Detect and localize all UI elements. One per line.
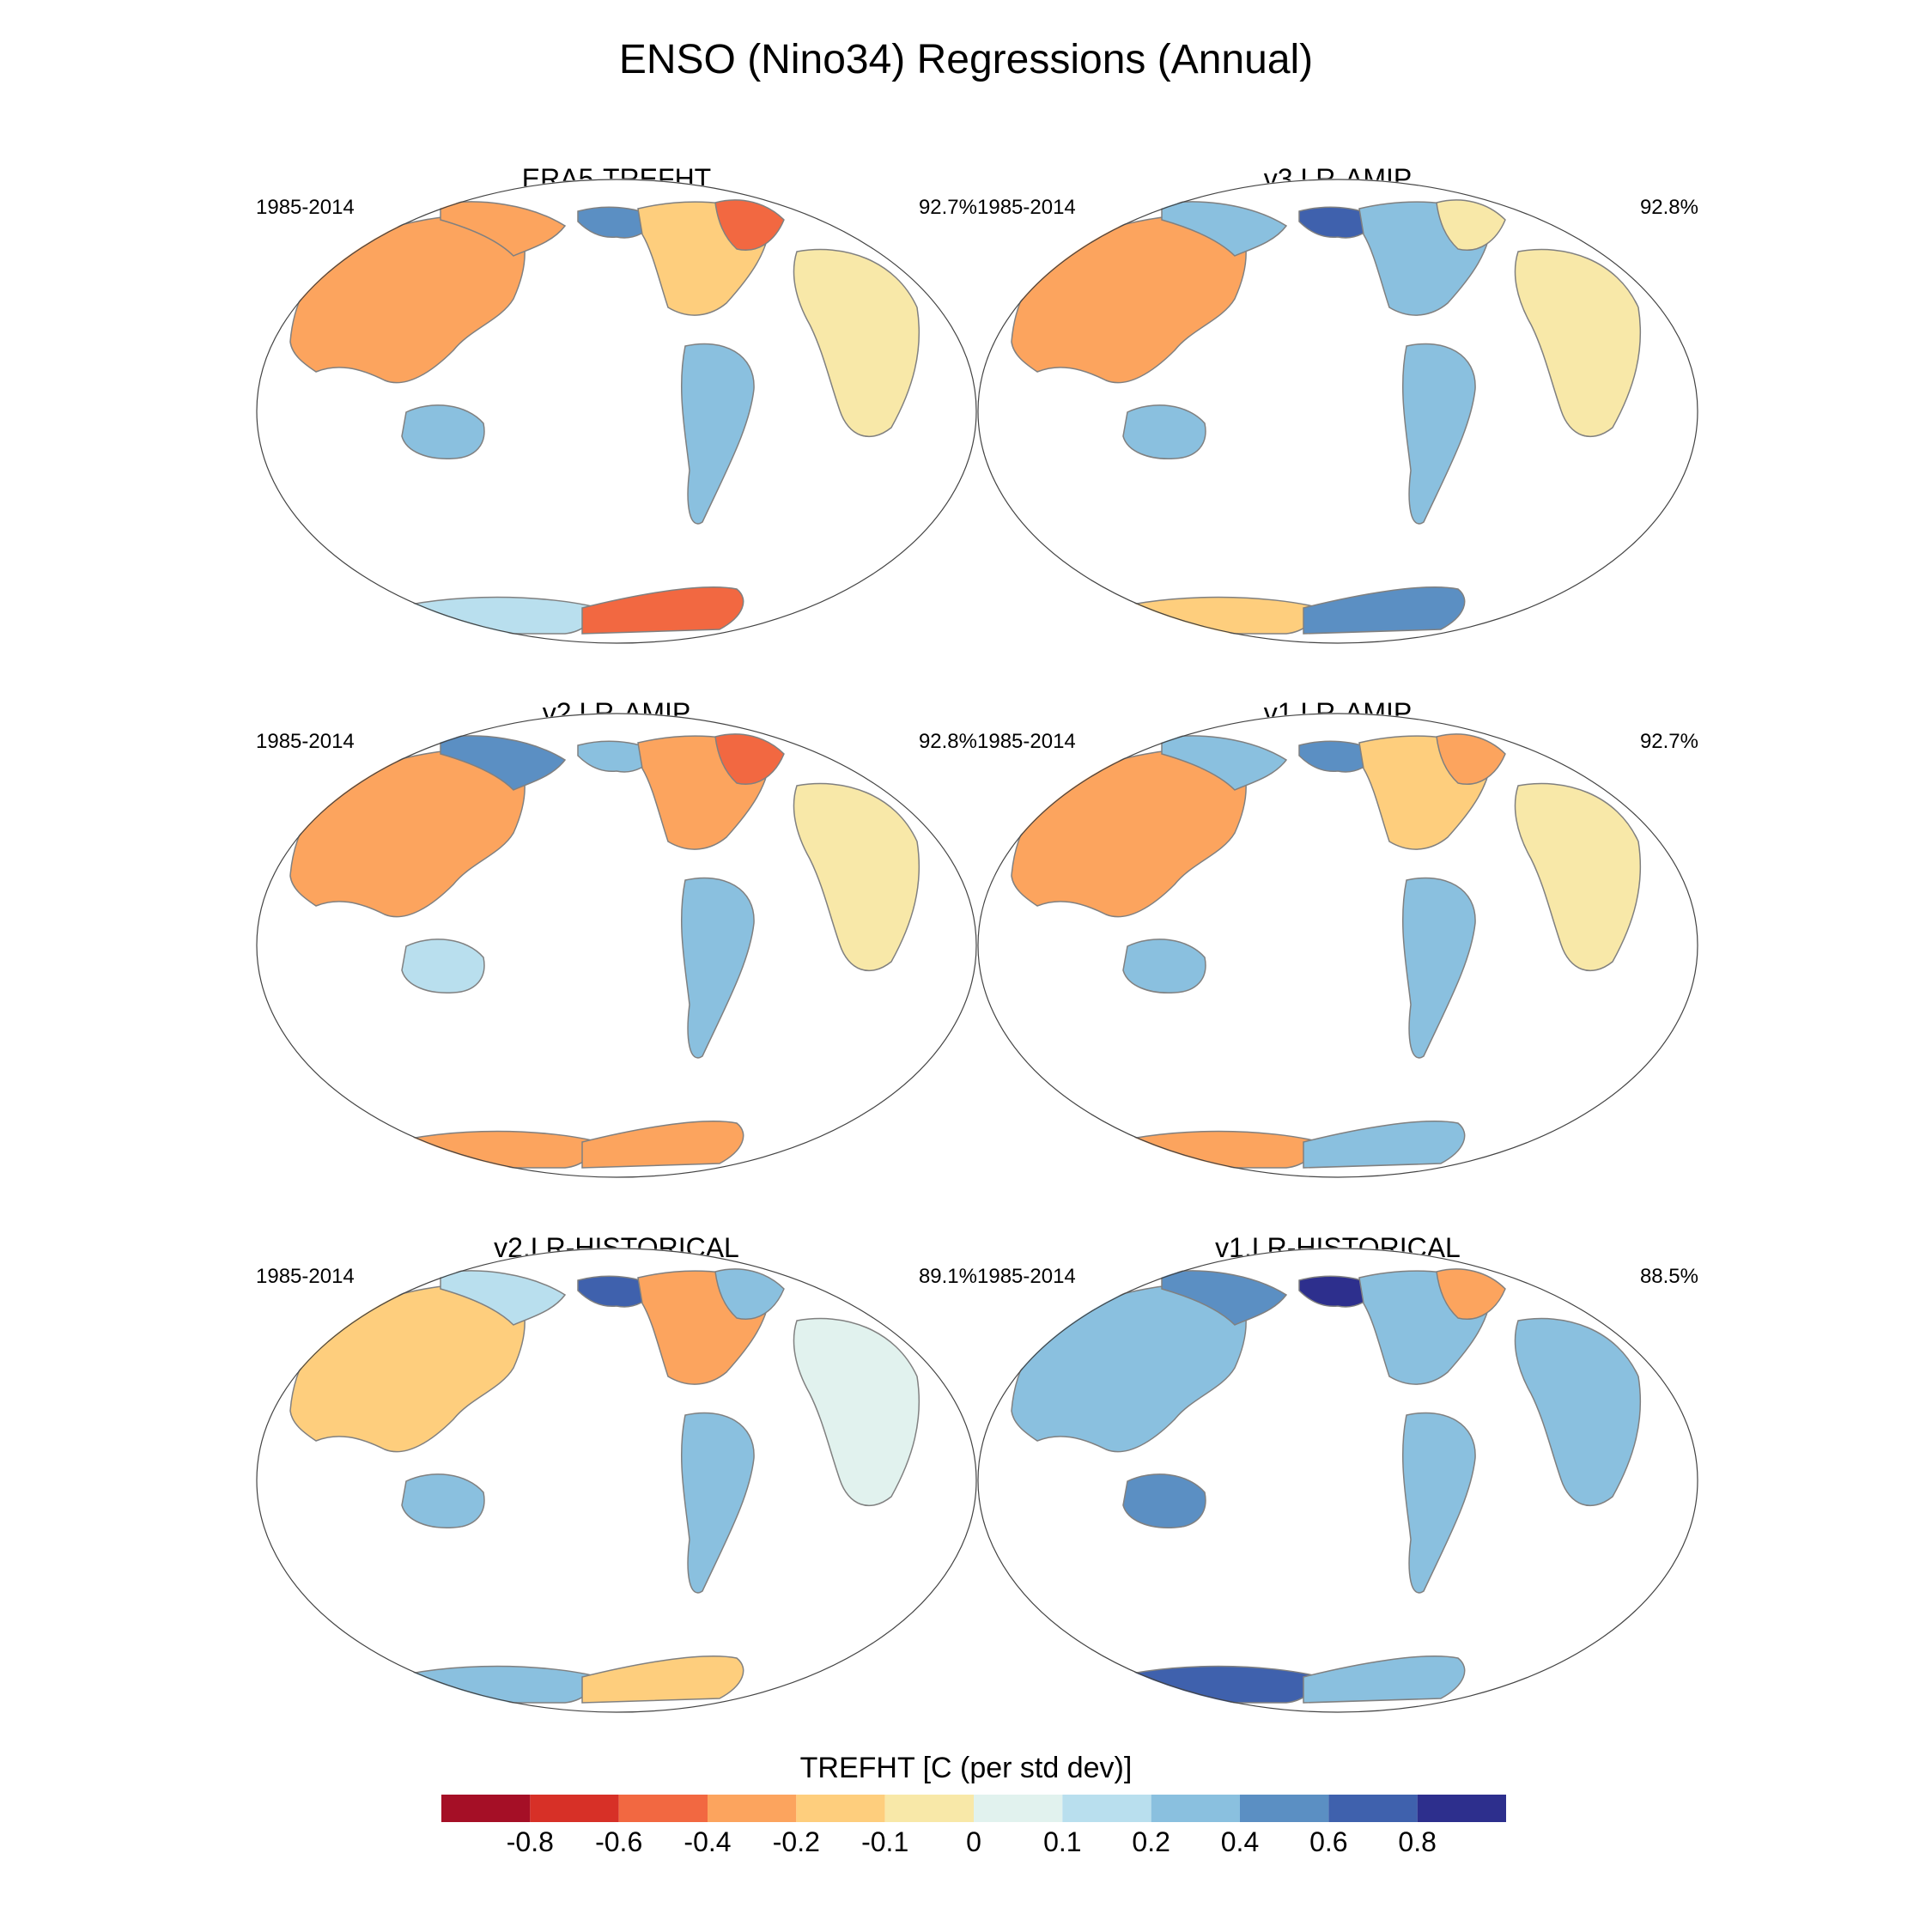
region-canada_east: [1436, 733, 1506, 785]
colorbar-swatch: [708, 1795, 797, 1822]
colorbar-swatch: [796, 1795, 885, 1822]
region-south_america: [680, 1412, 755, 1594]
world-map: [977, 179, 1698, 644]
map-panel: ERA5-TREFHT 1985-2014 92.7%: [256, 163, 977, 644]
world-map: [256, 179, 977, 644]
world-map: [977, 713, 1698, 1178]
region-africa: [1514, 782, 1642, 971]
panel-period: 1985-2014: [256, 730, 355, 753]
colorbar-tick-label: 0: [966, 1826, 981, 1857]
colorbar-swatch: [530, 1795, 619, 1822]
colorbar-title: TREFHT [C (per std dev)]: [799, 1752, 1133, 1784]
colorbar-swatch: [1240, 1795, 1329, 1822]
region-antarctica_e: [1303, 586, 1466, 635]
region-south_america: [680, 343, 755, 525]
region-canada_east: [1436, 199, 1506, 251]
region-siberia: [440, 735, 567, 791]
region-africa: [1514, 1317, 1642, 1506]
colorbar-tick-label: 0.2: [1132, 1826, 1170, 1857]
map-panel: v3.LR-AMIP 1985-2014 92.8%: [977, 163, 1698, 644]
world-map: [256, 1248, 977, 1713]
map-panel: v2.LR-HISTORICAL 1985-2014 89.1%: [256, 1232, 977, 1713]
region-canada_east: [1436, 1268, 1506, 1320]
colorbar-tick-label: -0.4: [683, 1826, 731, 1857]
region-siberia: [440, 1270, 567, 1326]
region-australia: [401, 1473, 485, 1528]
colorbar-swatch: [441, 1795, 531, 1822]
map-border: [977, 179, 1698, 644]
panel-percentage: 92.8%: [1639, 196, 1698, 219]
region-africa: [793, 1317, 920, 1506]
colorbar-swatch: [1062, 1795, 1151, 1822]
world-map: [977, 1248, 1698, 1713]
region-antarctica_e: [581, 586, 744, 635]
panel-period: 1985-2014: [256, 1265, 355, 1288]
colorbar-swatch: [1417, 1795, 1506, 1822]
colorbar-swatch: [884, 1795, 974, 1822]
map-panel: v2.LR-AMIP 1985-2014 92.8%: [256, 697, 977, 1178]
map-border: [256, 1248, 977, 1713]
page-title: ENSO (Nino34) Regressions (Annual): [618, 37, 1314, 82]
region-australia: [1122, 1473, 1206, 1528]
panel-percentage: 88.5%: [1639, 1265, 1698, 1288]
map-panel: v1.LR-HISTORICAL 1985-2014 88.5%: [977, 1232, 1698, 1713]
colorbar-tick-label: 0.8: [1398, 1826, 1436, 1857]
map-border: [256, 179, 977, 644]
panel-period: 1985-2014: [256, 196, 355, 219]
world-map: [256, 713, 977, 1178]
region-south_america: [1401, 343, 1476, 525]
panel-percentage: 92.8%: [918, 730, 977, 753]
colorbar-tick-label: -0.6: [595, 1826, 642, 1857]
map-border: [977, 1248, 1698, 1713]
colorbar-tick-label: -0.8: [507, 1826, 554, 1857]
region-siberia: [1161, 735, 1288, 791]
colorbar-tick-label: 0.6: [1309, 1826, 1347, 1857]
region-south_america: [1401, 1412, 1476, 1594]
panel-percentage: 89.1%: [918, 1265, 977, 1288]
panel-percentage: 92.7%: [1639, 730, 1698, 753]
region-canada_east: [714, 1268, 785, 1320]
region-africa: [793, 248, 920, 437]
panel-period: 1985-2014: [977, 1265, 1076, 1288]
region-australia: [1122, 404, 1206, 459]
region-antarctica_e: [1303, 1656, 1466, 1704]
region-africa: [793, 782, 920, 971]
map-border: [977, 713, 1698, 1178]
colorbar-tick-label: 0.1: [1043, 1826, 1081, 1857]
region-canada_east: [714, 199, 785, 251]
region-canada_east: [714, 733, 785, 785]
region-australia: [1122, 939, 1206, 993]
region-south_america: [1401, 877, 1476, 1059]
colorbar-swatch: [618, 1795, 708, 1822]
region-antarctica_e: [581, 1121, 744, 1169]
panel-period: 1985-2014: [977, 196, 1076, 219]
colorbar-swatch: [974, 1795, 1063, 1822]
panel-percentage: 92.7%: [918, 196, 977, 219]
colorbar-tick-label: -0.1: [861, 1826, 908, 1857]
region-antarctica_e: [1303, 1121, 1466, 1169]
map-panel: v1.LR-AMIP 1985-2014 92.7%: [977, 697, 1698, 1178]
region-antarctica_e: [581, 1656, 744, 1704]
colorbar-tick-label: 0.4: [1221, 1826, 1259, 1857]
colorbar-swatch: [1328, 1795, 1418, 1822]
panel-period: 1985-2014: [977, 730, 1076, 753]
colorbar-tick-label: -0.2: [773, 1826, 820, 1857]
region-australia: [401, 939, 485, 993]
region-australia: [401, 404, 485, 459]
region-siberia: [440, 201, 567, 257]
region-south_america: [680, 877, 755, 1059]
region-siberia: [1161, 1270, 1288, 1326]
region-siberia: [1161, 201, 1288, 257]
colorbar-swatch: [1151, 1795, 1240, 1822]
map-border: [256, 713, 977, 1178]
region-africa: [1514, 248, 1642, 437]
colorbar: -0.8 -0.6 -0.4 -0.2 -0.1 0 0.1 0.2 0.4 0.6 0.8: [441, 1795, 1506, 1857]
